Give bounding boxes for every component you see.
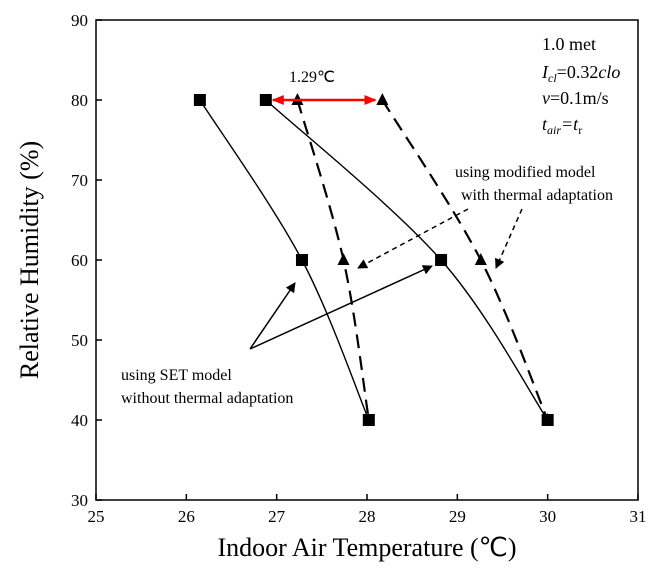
- t-equals: =t: [561, 114, 579, 134]
- v-value: =0.1m/s: [550, 88, 609, 108]
- y-tick-label: 70: [71, 171, 88, 190]
- condition-v: v=0.1m/s: [542, 88, 609, 108]
- triangle-marker: [376, 93, 389, 105]
- x-tick-label: 26: [178, 507, 195, 526]
- icl-symbol: I: [541, 62, 549, 82]
- x-tick-label: 27: [268, 507, 286, 526]
- set-label-line1: using SET model: [121, 367, 232, 384]
- modified-label-line2: with thermal adaptation: [461, 187, 613, 204]
- square-marker: [259, 94, 272, 106]
- square-marker: [435, 254, 448, 266]
- icl-value: =0.32: [557, 62, 599, 82]
- y-axis-title: Relative Humidity (%): [15, 141, 44, 379]
- y-tick-label: 30: [71, 491, 88, 510]
- square-marker: [295, 254, 308, 266]
- condition-icl: Icl=0.32clo: [541, 62, 620, 85]
- triangle-marker: [337, 253, 350, 265]
- y-tick-label: 80: [71, 91, 88, 110]
- set-arrow-right: [249, 265, 433, 350]
- v-symbol: v: [542, 88, 550, 108]
- t-subscript-2: r: [578, 123, 582, 137]
- y-tick-label: 40: [71, 411, 88, 430]
- series-line-2: [265, 99, 549, 421]
- condition-met: 1.0 met: [542, 34, 596, 54]
- square-marker: [193, 94, 206, 106]
- gap-label: 1.29℃: [289, 69, 335, 86]
- y-tick-label: 90: [71, 11, 88, 30]
- icl-subscript: cl: [548, 71, 557, 85]
- x-tick-label: 30: [539, 507, 556, 526]
- modified-arrow-right: [495, 208, 523, 269]
- t-symbol: t: [542, 114, 548, 134]
- y-tick-label: 60: [71, 251, 88, 270]
- condition-t: tair=tr: [542, 114, 582, 137]
- series-line-4: [381, 99, 549, 421]
- x-tick-label: 25: [88, 507, 105, 526]
- set-arrow-left: [249, 282, 296, 350]
- x-axis-title: Indoor Air Temperature (℃): [217, 533, 516, 562]
- x-tick-label: 28: [359, 507, 376, 526]
- x-tick-label: 29: [449, 507, 466, 526]
- triangle-marker: [541, 413, 554, 425]
- modified-arrow-left: [357, 208, 469, 269]
- axis-ticks: 25 26 27 28 29 30 31 30 40 50 60 70 80 90: [71, 11, 647, 526]
- icl-unit: clo: [598, 62, 620, 82]
- triangle-marker: [362, 413, 375, 425]
- set-label-line2: without thermal adaptation: [121, 390, 293, 407]
- modified-label-line1: using modified model: [455, 164, 596, 181]
- series-line-3: [296, 99, 370, 421]
- t-subscript: air: [547, 123, 561, 137]
- triangle-marker: [474, 253, 487, 265]
- y-tick-label: 50: [71, 331, 88, 350]
- x-tick-label: 31: [630, 507, 647, 526]
- series-curves: [199, 99, 549, 421]
